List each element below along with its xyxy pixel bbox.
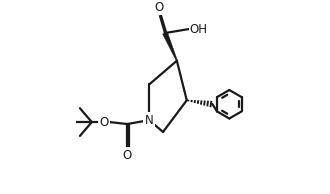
Text: N: N bbox=[145, 114, 153, 127]
Polygon shape bbox=[163, 32, 178, 61]
Text: OH: OH bbox=[190, 23, 208, 36]
Text: O: O bbox=[123, 149, 132, 162]
Text: O: O bbox=[99, 116, 109, 129]
Text: O: O bbox=[154, 1, 164, 14]
